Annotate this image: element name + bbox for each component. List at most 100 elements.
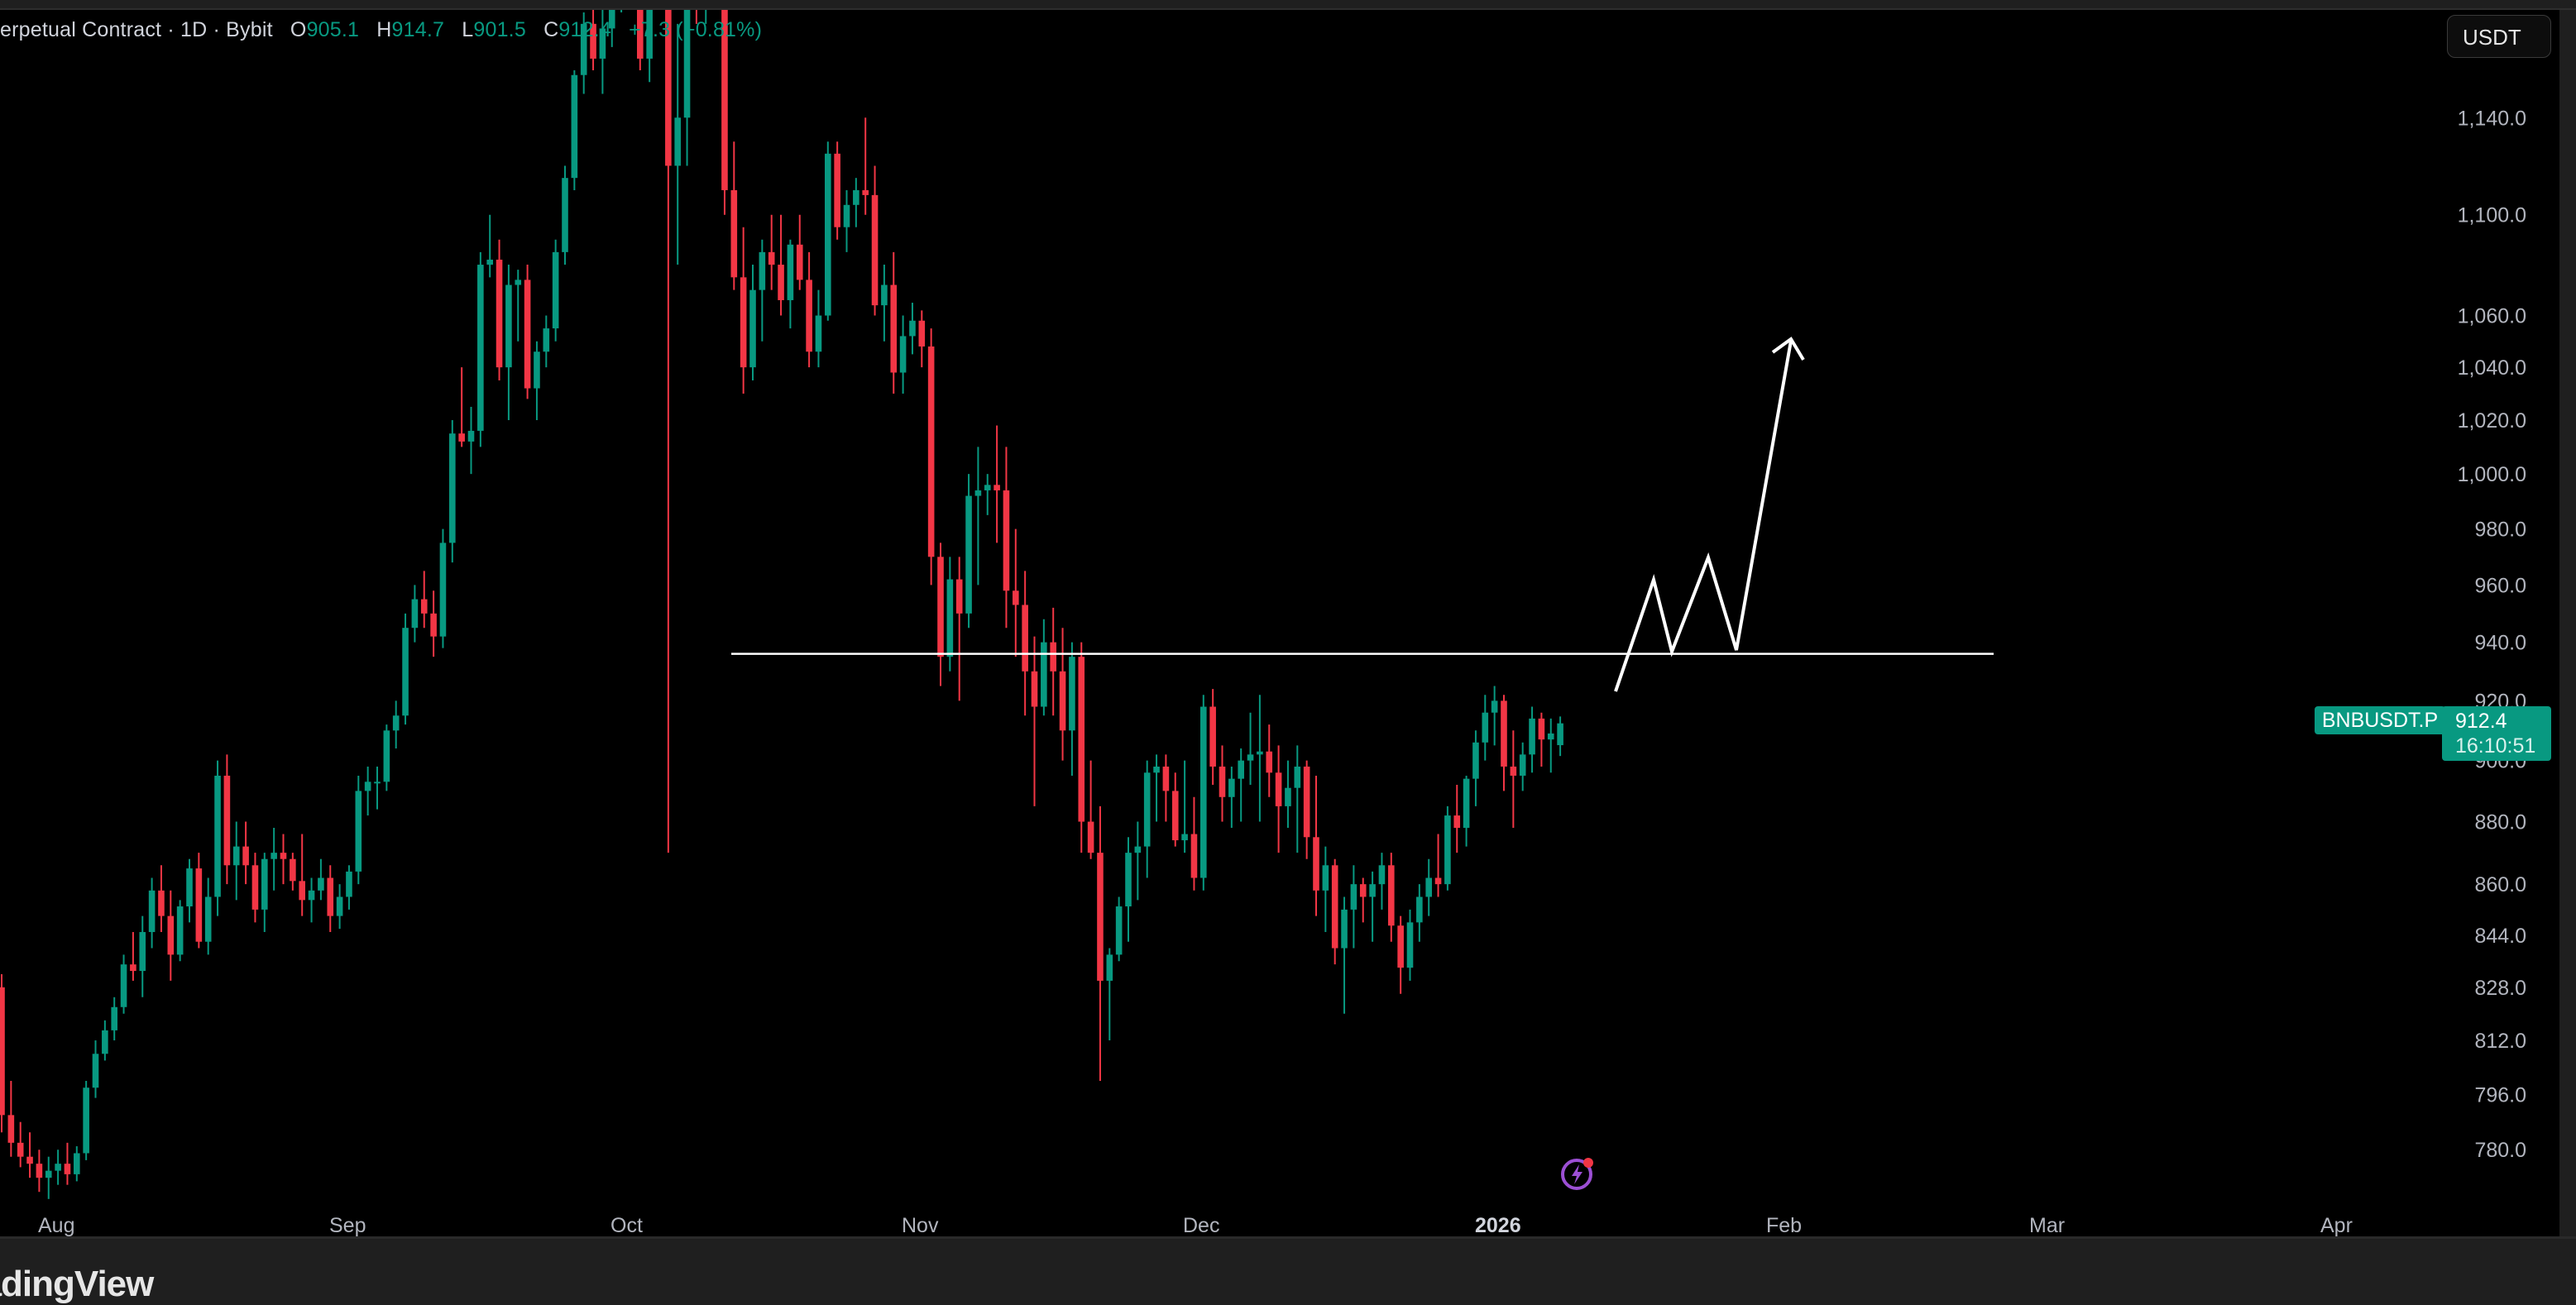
currency-button[interactable]: USDT <box>2447 15 2551 58</box>
candle <box>130 932 136 981</box>
candle <box>899 315 907 394</box>
candle <box>562 165 568 265</box>
candle <box>195 853 203 949</box>
chart-pane[interactable]: 1,140.0 1,100.0 1,060.0 1,040.0 1,020.0 1,000… <box>0 10 2559 1236</box>
candle <box>1050 607 1056 716</box>
last-price-label: 912.4 16:10:51 <box>2442 706 2551 761</box>
candle <box>778 214 784 316</box>
candle <box>1529 706 1535 773</box>
price-tick: 860.0 <box>2474 873 2526 896</box>
candle <box>36 1150 43 1193</box>
candle <box>1115 896 1123 962</box>
candle <box>1228 766 1235 829</box>
open-label: O <box>290 18 307 41</box>
candle <box>825 141 831 321</box>
candle <box>1153 754 1160 822</box>
candle <box>102 1020 108 1061</box>
candle <box>1294 745 1301 853</box>
candle <box>1285 760 1291 829</box>
candle <box>299 834 305 916</box>
top-toolbar-strip <box>0 0 2576 10</box>
right-gutter <box>2559 10 2576 1236</box>
candle <box>420 571 428 629</box>
candle <box>411 585 419 643</box>
candle <box>768 214 775 290</box>
price-tick: 960.0 <box>2474 574 2526 597</box>
tradingview-logo[interactable]: TradingView <box>0 1264 154 1304</box>
close-label: C <box>543 18 559 41</box>
candle <box>1209 689 1216 786</box>
candle <box>637 10 644 71</box>
candle <box>449 420 456 563</box>
candle <box>543 315 550 368</box>
candle <box>271 828 277 891</box>
candle <box>965 474 972 629</box>
symbol-legend[interactable]: erpetual Contract · 1D · Bybit O905.1 H9… <box>0 18 762 42</box>
candle <box>167 890 175 981</box>
candle <box>120 954 127 1014</box>
candle <box>1257 695 1263 822</box>
candle <box>1388 853 1395 942</box>
candle <box>1041 619 1047 716</box>
candle <box>946 557 954 672</box>
time-tick: Sep <box>329 1214 366 1236</box>
candle <box>496 239 503 381</box>
candlestick-chart[interactable]: 1,140.0 1,100.0 1,060.0 1,040.0 1,020.0 1,000… <box>0 10 2559 1236</box>
lightning-bolt-icon[interactable] <box>1559 1155 1596 1192</box>
candle <box>1463 775 1470 847</box>
price-tick: 1,020.0 <box>2458 409 2526 433</box>
candle <box>1266 724 1273 797</box>
candle <box>1200 695 1207 891</box>
candle <box>1453 785 1461 853</box>
candle <box>1031 636 1038 806</box>
candle <box>83 1080 89 1160</box>
price-axis[interactable]: 1,140.0 1,100.0 1,060.0 1,040.0 1,020.0 1,000… <box>2458 107 2526 1162</box>
candle <box>1538 712 1545 767</box>
arrow-head-icon <box>1771 337 1805 361</box>
candle <box>392 700 400 749</box>
candle <box>1482 695 1489 761</box>
candle <box>918 310 926 368</box>
candle <box>1162 754 1170 822</box>
symbol-description: erpetual Contract · 1D · Bybit <box>0 18 273 41</box>
time-tick: Mar <box>2029 1214 2065 1236</box>
candle <box>620 10 623 12</box>
candle <box>1181 760 1188 853</box>
candle <box>1341 896 1348 1014</box>
candle <box>17 1121 24 1168</box>
candle <box>1190 796 1198 891</box>
price-tick: 1,040.0 <box>2458 356 2526 380</box>
candle <box>1003 447 1010 629</box>
candle <box>843 189 850 252</box>
candle <box>364 766 371 816</box>
candle <box>1444 805 1451 891</box>
candle <box>327 865 334 933</box>
projection-path-drawing[interactable] <box>1614 340 1793 692</box>
last-price-value: 912.4 <box>2455 710 2507 733</box>
candle <box>0 974 5 1133</box>
candle <box>346 865 352 910</box>
candle <box>1219 745 1226 822</box>
price-tick: 880.0 <box>2474 811 2526 834</box>
candle <box>55 1150 61 1185</box>
candle <box>834 141 840 240</box>
candle <box>290 853 296 891</box>
candle <box>796 214 803 290</box>
candle <box>336 884 343 930</box>
candle <box>608 10 615 47</box>
candle <box>1510 730 1517 829</box>
candle <box>524 265 531 399</box>
candle <box>1397 915 1404 994</box>
candle <box>458 367 465 447</box>
candle <box>402 613 409 725</box>
candle <box>787 239 794 329</box>
candle <box>74 1146 80 1182</box>
open-value: 905.1 <box>306 18 360 41</box>
candle <box>214 760 221 916</box>
candle <box>486 214 493 278</box>
drawings-layer[interactable] <box>731 337 1994 692</box>
time-axis[interactable]: Aug Sep Oct Nov Dec 2026 Feb Mar Apr <box>38 1214 2353 1236</box>
candle <box>374 766 381 810</box>
candle <box>1331 858 1338 965</box>
candle <box>148 877 156 949</box>
